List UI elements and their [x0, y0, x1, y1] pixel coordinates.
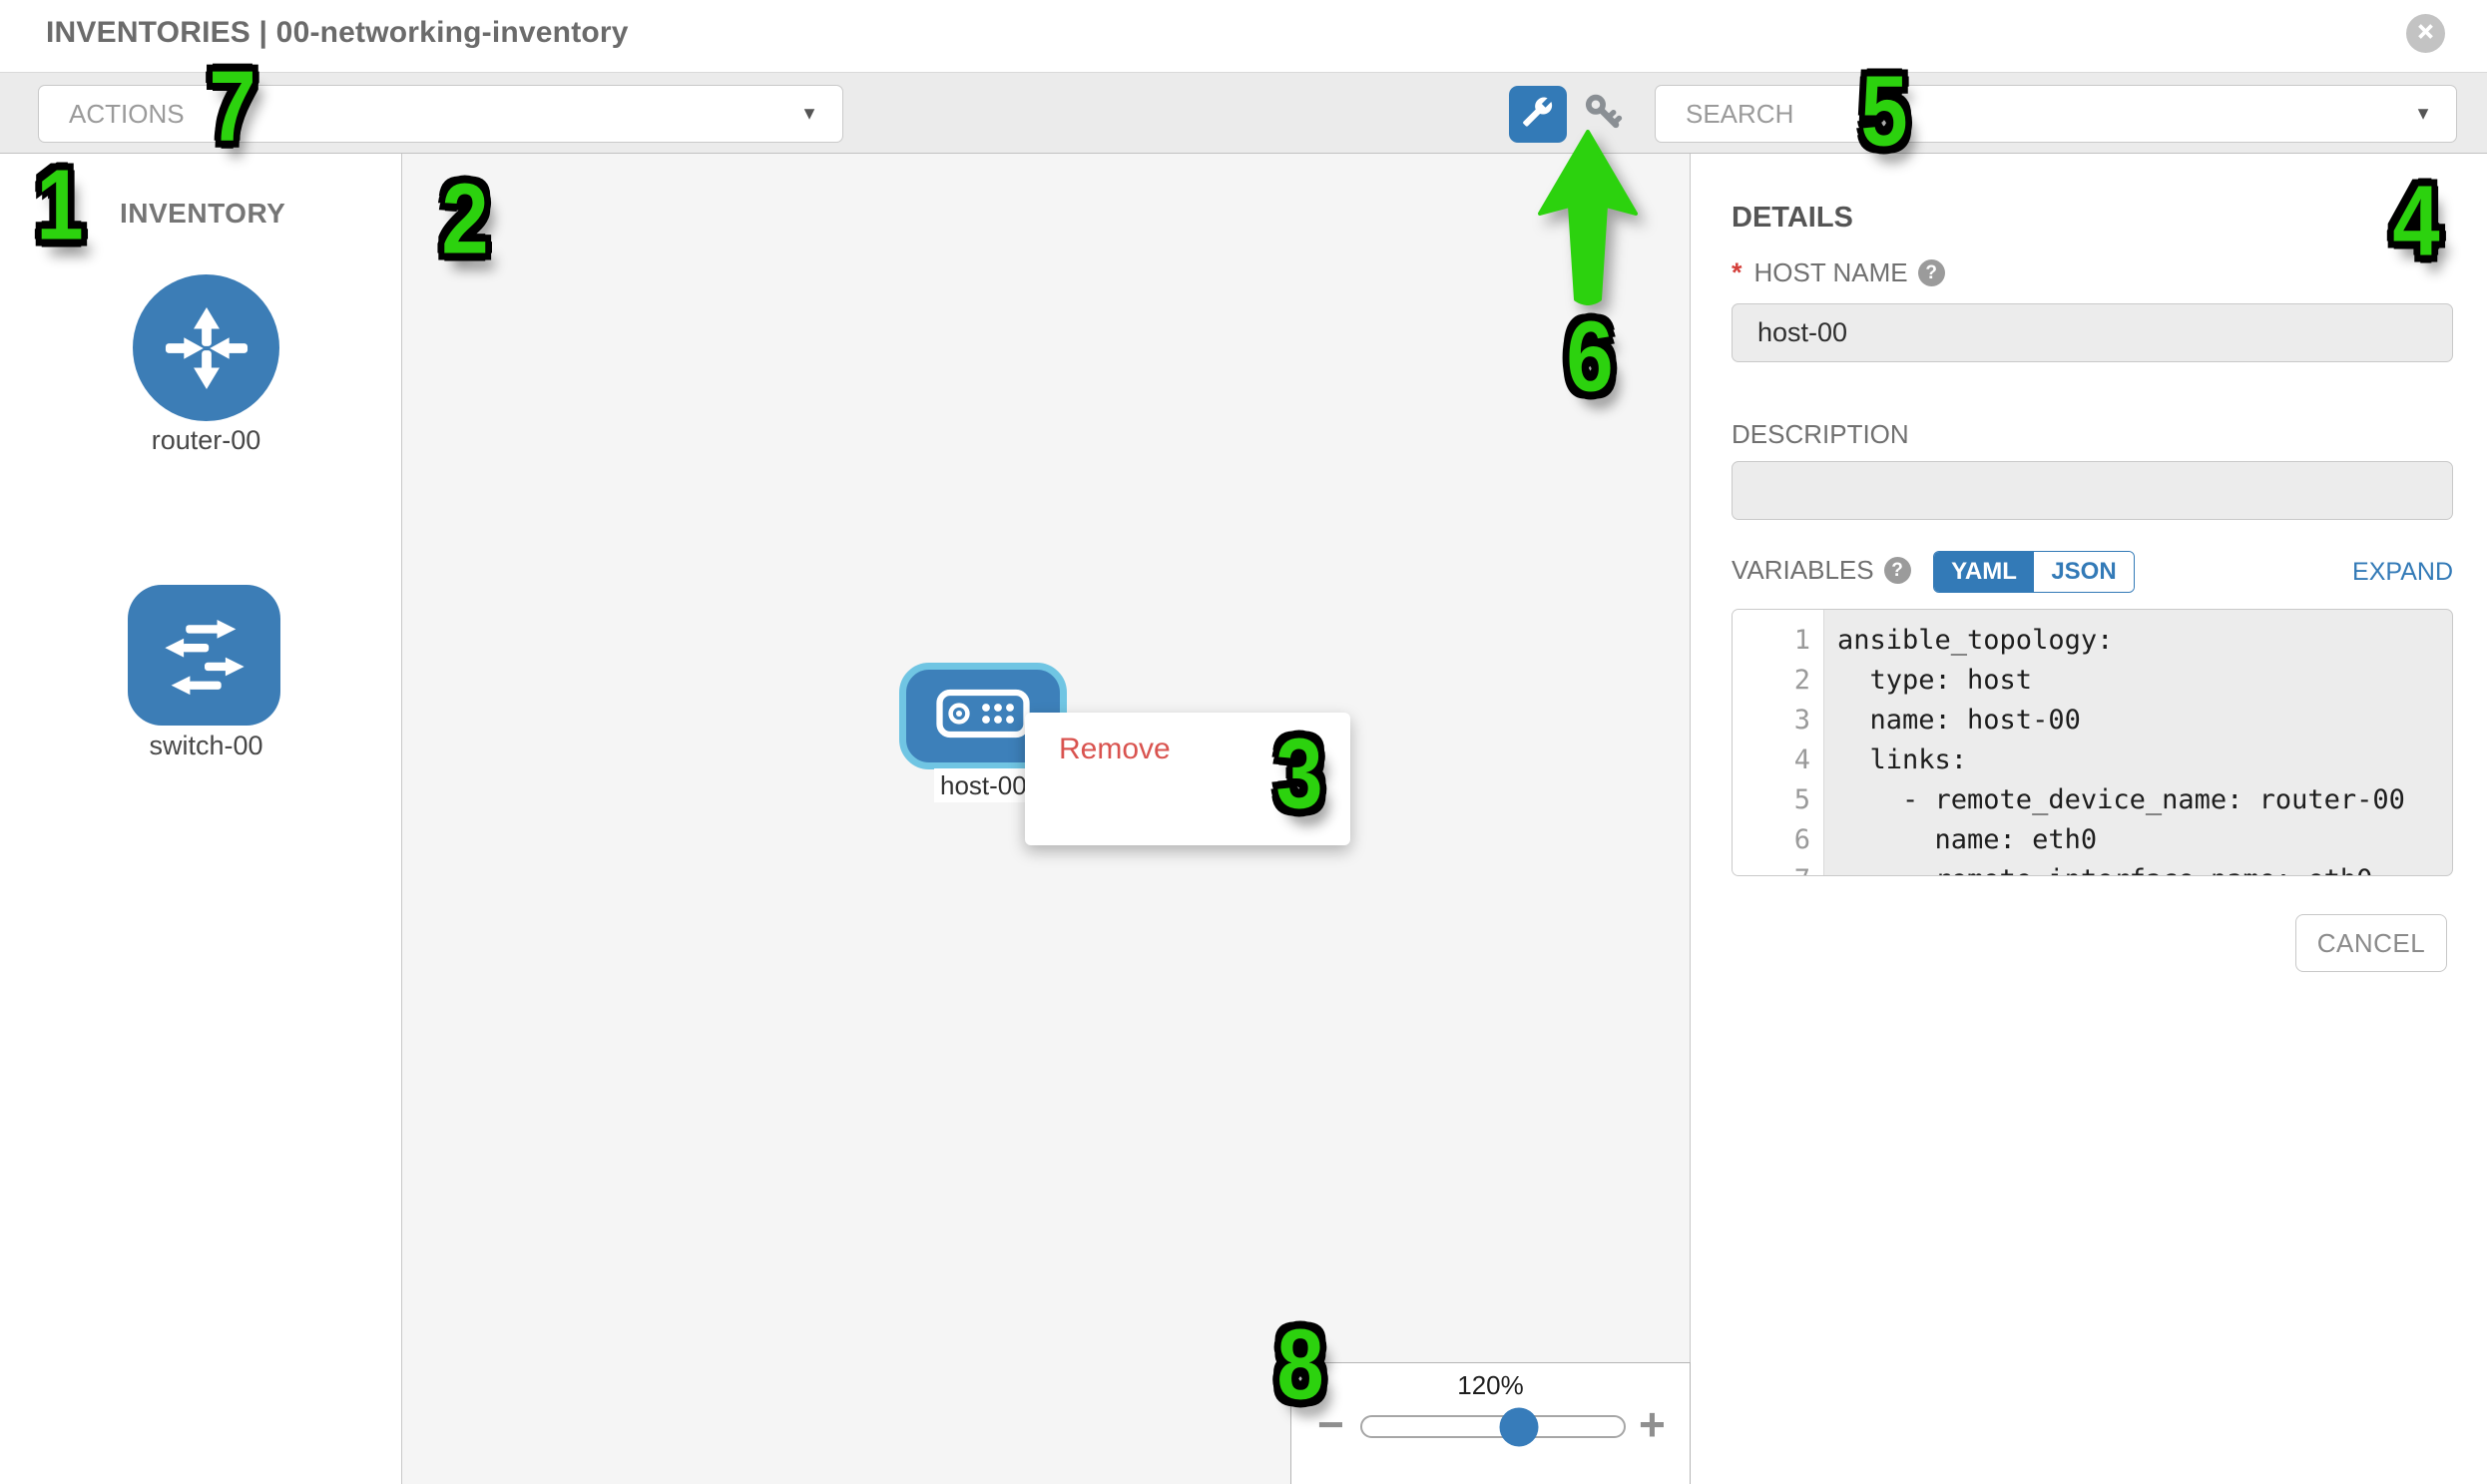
close-icon [2415, 21, 2436, 47]
zoom-in-button[interactable]: + [1639, 1398, 1666, 1450]
description-input[interactable] [1732, 461, 2453, 520]
code-line: 3 name: host-00 [1793, 704, 2081, 736]
close-button[interactable] [2406, 14, 2445, 53]
annotation-number-1: 1 [36, 149, 84, 261]
tools-button[interactable] [1509, 86, 1567, 143]
inventory-sidebar: INVENTORY router-00 [0, 154, 402, 1484]
code-line: 6 name: eth0 [1793, 823, 2098, 855]
sidebar-title: INVENTORY [120, 198, 286, 229]
required-asterisk: * [1732, 257, 1742, 287]
router-icon[interactable] [133, 274, 279, 421]
annotation-number-2: 2 [441, 163, 489, 275]
variables-label-row: VARIABLES ? [1732, 555, 1911, 586]
host-icon [935, 688, 1031, 744]
zoom-slider-thumb[interactable] [1499, 1407, 1539, 1446]
code-line: 5 - remote_device_name: router-00 [1793, 783, 2405, 815]
variables-code-editor[interactable]: 1 ansible_topology: 2 type: host 3 name: … [1732, 609, 2453, 876]
expand-link[interactable]: EXPAND [2352, 558, 2453, 586]
switch-icon[interactable] [128, 585, 280, 726]
code-gutter [1733, 610, 1824, 875]
code-line: 2 type: host [1793, 664, 2033, 696]
host-node-label: host-00 [934, 768, 1033, 802]
code-line: 4 links: [1793, 743, 1968, 775]
variables-format-toggle: YAML JSON [1933, 551, 2135, 593]
code-line: 1 ansible_topology: [1793, 624, 2114, 656]
description-label-row: DESCRIPTION [1732, 419, 1909, 450]
palette-item-label: switch-00 [149, 731, 263, 760]
chevron-down-icon: ▼ [800, 103, 818, 124]
annotation-arrow-up-icon [1538, 130, 1638, 305]
search-dropdown[interactable]: SEARCH ▼ [1655, 85, 2457, 143]
description-label: DESCRIPTION [1732, 419, 1909, 449]
annotation-number-4: 4 [2392, 165, 2440, 277]
tab-yaml[interactable]: YAML [1934, 552, 2034, 592]
node-context-menu: Details Remove [1025, 713, 1350, 845]
zoom-slider-track[interactable] [1360, 1407, 1626, 1446]
host-name-input[interactable] [1732, 303, 2453, 362]
code-line: 7 remote_interface_name: eth0 [1733, 859, 2452, 876]
annotation-number-8: 8 [1276, 1308, 1324, 1421]
annotation-number-7: 7 [209, 50, 256, 163]
topology-canvas[interactable]: host-00 Details Remove 120% − + [402, 154, 1691, 1484]
annotation-number-5: 5 [1860, 55, 1908, 168]
details-panel-title: DETAILS [1732, 202, 1853, 234]
toolbar: ACTIONS ▼ SEARCH ▼ [0, 72, 2487, 154]
zoom-level-label: 120% [1457, 1370, 1524, 1400]
key-icon [1581, 91, 1627, 142]
palette-item-label: router-00 [151, 425, 261, 455]
zoom-control: 120% − + [1290, 1362, 1691, 1484]
actions-dropdown[interactable]: ACTIONS ▼ [38, 85, 843, 143]
annotation-number-3: 3 [1275, 718, 1323, 830]
actions-dropdown-label: ACTIONS [69, 98, 185, 129]
details-panel: DETAILS * HOST NAME ? DESCRIPTION VARIAB… [1691, 154, 2487, 1484]
zoom-out-button[interactable]: − [1317, 1398, 1344, 1450]
annotation-number-6: 6 [1566, 300, 1614, 413]
search-dropdown-label: SEARCH [1686, 98, 1794, 129]
credentials-button[interactable] [1581, 93, 1627, 139]
header-bar: INVENTORIES | 00-networking-inventory [0, 0, 2487, 72]
page-title: INVENTORIES | 00-networking-inventory [46, 16, 629, 49]
wrench-icon [1522, 96, 1554, 133]
cancel-button[interactable]: CANCEL [2295, 914, 2447, 972]
variables-label: VARIABLES [1732, 555, 1874, 585]
chevron-down-icon: ▼ [2414, 103, 2432, 124]
context-menu-item-remove[interactable]: Remove [1059, 733, 1171, 765]
help-icon[interactable]: ? [1917, 259, 1945, 286]
host-name-label-row: * HOST NAME ? [1732, 257, 1945, 288]
help-icon[interactable]: ? [1883, 557, 1911, 584]
tab-json[interactable]: JSON [2034, 552, 2134, 592]
host-name-label: HOST NAME [1753, 257, 1908, 287]
code-lines: 1 ansible_topology: 2 type: host 3 name: … [1733, 620, 2452, 876]
